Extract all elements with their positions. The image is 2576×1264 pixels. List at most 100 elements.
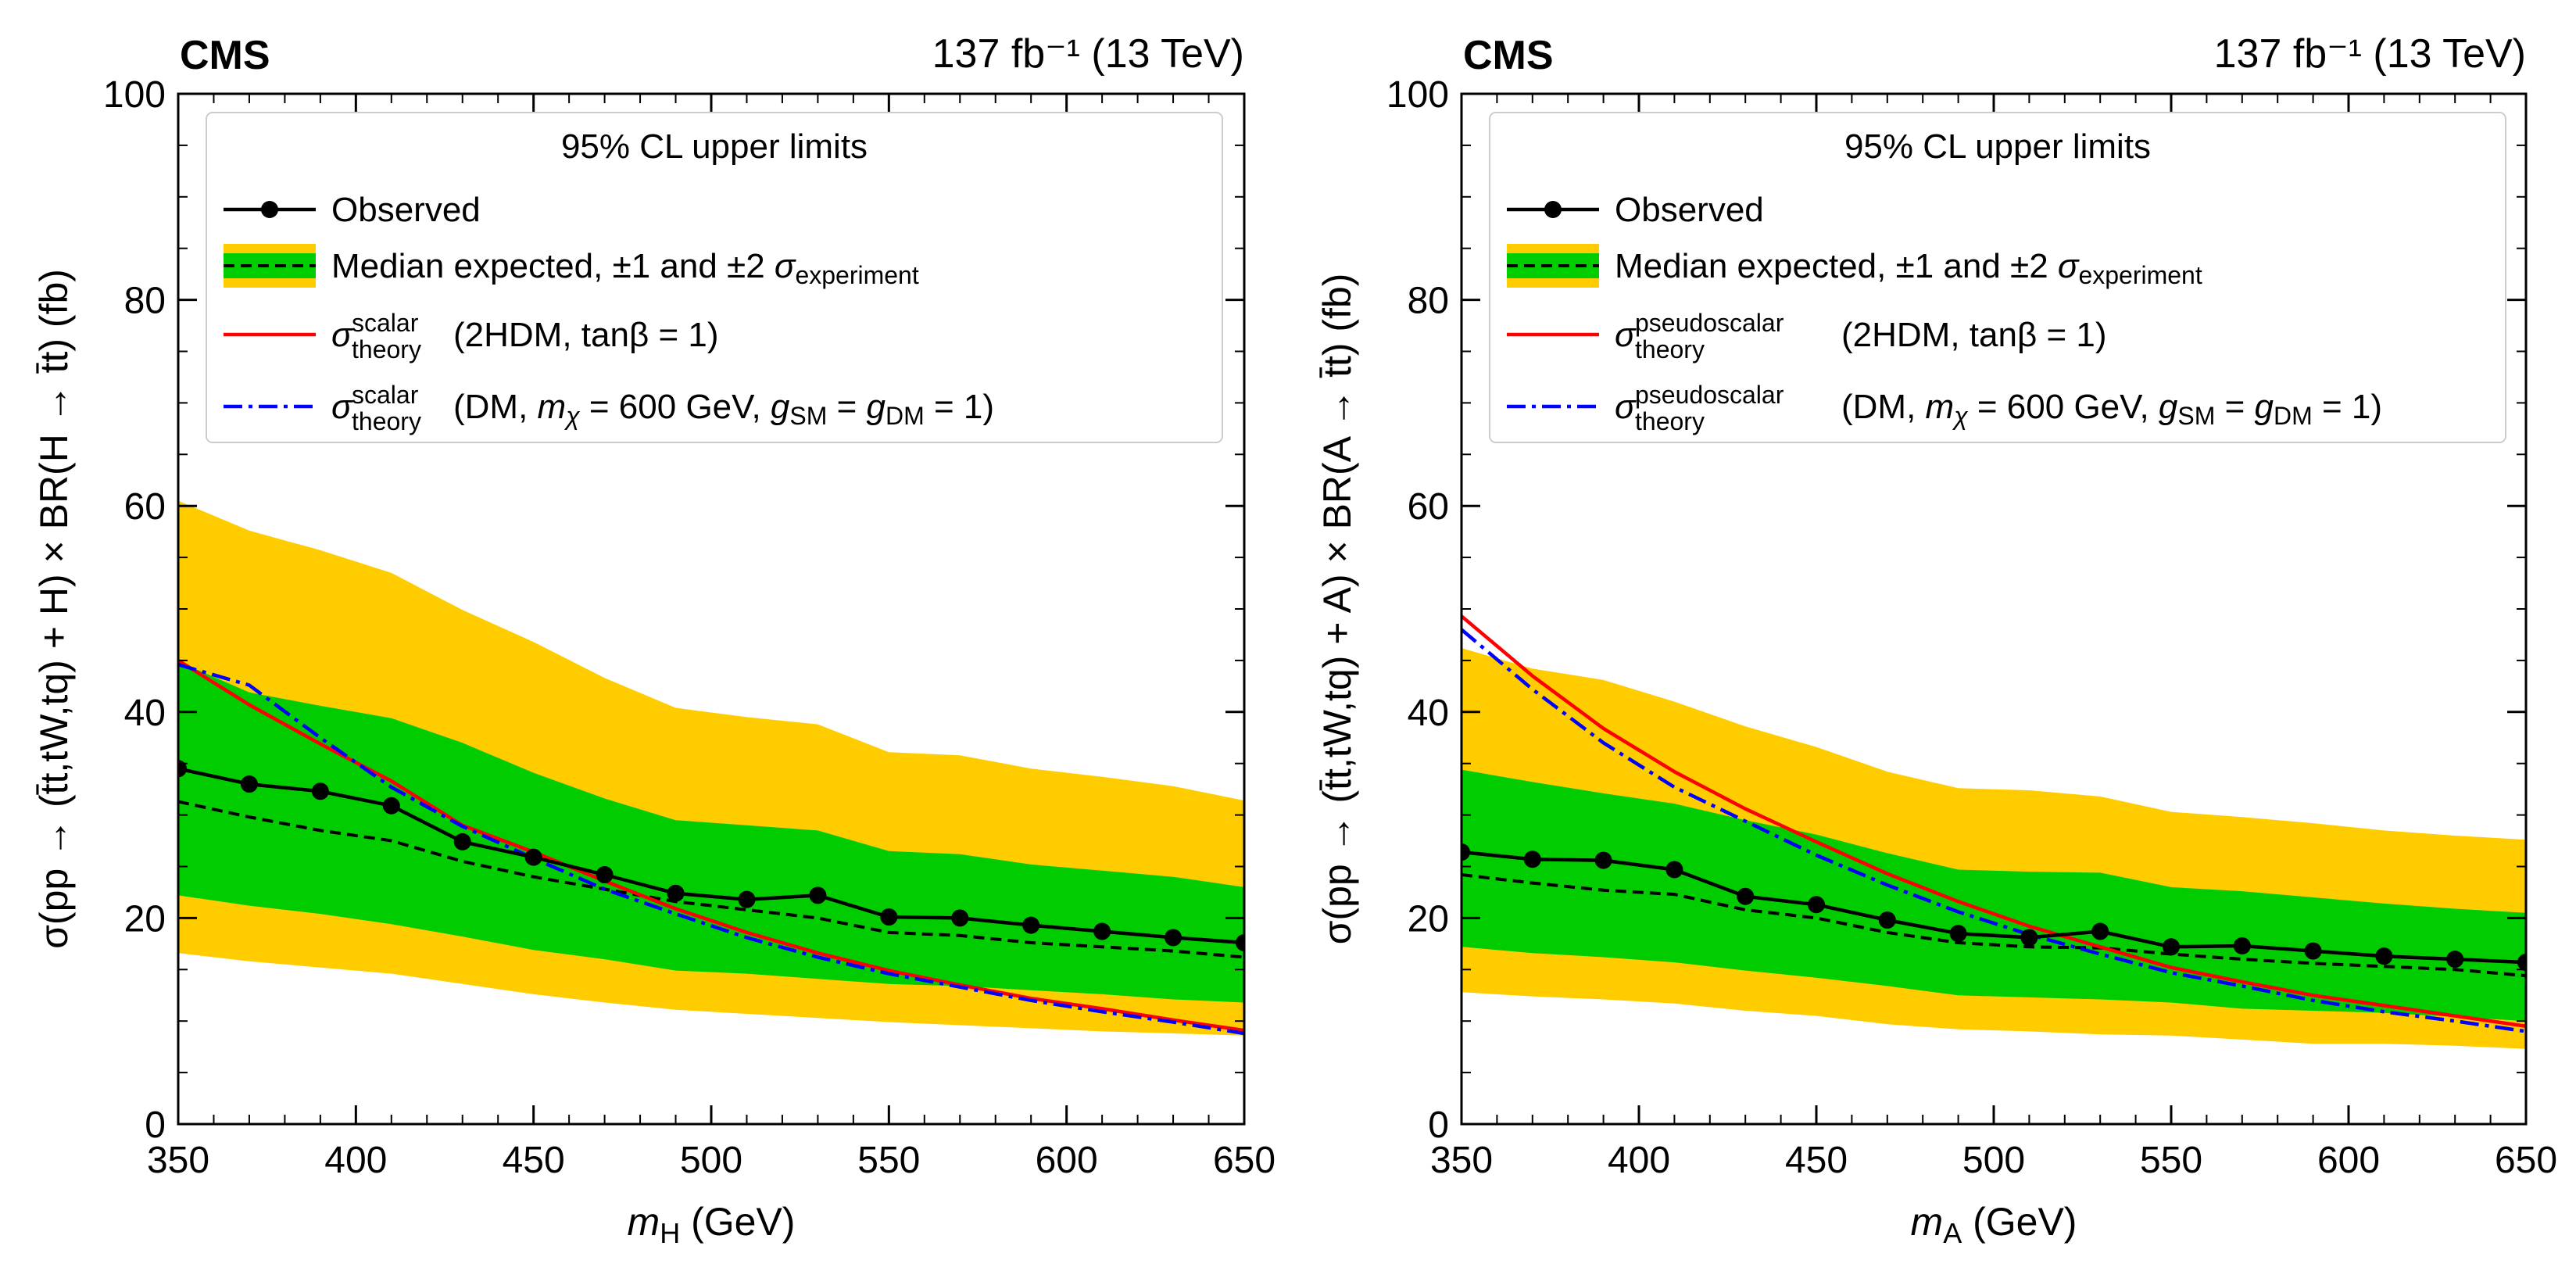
legend-expected-label: Median expected, ±1 and ±2 σexperiment <box>331 247 919 289</box>
observed-line <box>1462 850 2526 965</box>
y-tick-label: 20 <box>124 898 166 940</box>
legend-dm-sigma: σ <box>1615 388 1637 426</box>
legend-dm-sup: scalar <box>352 381 419 409</box>
x-tick-label: 450 <box>1785 1140 1848 1181</box>
x-tick-label: 350 <box>147 1140 209 1181</box>
y-tick-label: 60 <box>1408 486 1449 528</box>
x-tick-label: 500 <box>1962 1140 2025 1181</box>
legend-expected-text: Median expected, ±1 and ±2 <box>331 247 775 285</box>
observed-point <box>667 884 685 902</box>
expected-line <box>1462 873 2526 978</box>
legend-title: 95% CL upper limits <box>561 127 868 166</box>
theory-2hdm-line <box>178 658 1244 1033</box>
x-axis-label-var: m <box>628 1200 660 1244</box>
x-axis-label-unit: (GeV) <box>1962 1200 2077 1244</box>
observed-point <box>1594 851 1612 869</box>
observed-point <box>2375 947 2393 965</box>
legend-dm-mchi-sub: χ <box>1952 402 1968 430</box>
x-tick-label: 650 <box>2495 1140 2557 1181</box>
observed-point <box>1523 850 1541 868</box>
observed-point <box>738 890 756 908</box>
x-tick-label: 450 <box>503 1140 565 1181</box>
legend-2hdm-label: (2HDM, tanβ = 1) <box>1841 316 2107 354</box>
y-tick-label: 80 <box>1408 281 1449 322</box>
legend-dm-sigma: σ <box>331 388 353 426</box>
legend-dm-gdm-sub: DM <box>886 402 925 430</box>
cms-label: CMS <box>1463 33 1554 78</box>
legend-dm-mchi: m <box>1926 388 1955 426</box>
theory-2hdm-line <box>1462 614 2526 1029</box>
observed-point <box>311 782 329 800</box>
theory-dm-line <box>178 663 1244 1036</box>
observed-point <box>1878 911 1896 929</box>
x-tick-label: 400 <box>324 1140 387 1181</box>
legend-title: 95% CL upper limits <box>1844 127 2151 166</box>
band-1sigma <box>1462 769 2526 1022</box>
x-tick-label: 600 <box>1036 1140 1098 1181</box>
x-axis-label-sub: H <box>660 1217 680 1249</box>
x-tick-label: 350 <box>1430 1140 1493 1181</box>
panel-right: 350 400 450 500 550 600 650 0 20 40 60 80 100 CMS 137 … <box>1315 31 2557 1249</box>
y-axis-label: σ(pp → (t̄t,tW,tq) + H) × BR(H → t̄t) (f… <box>32 269 76 949</box>
legend-dm-gdm: g <box>867 388 886 426</box>
legend-expected-label: Median expected, ±1 and ±2 σexperiment <box>1615 247 2202 289</box>
observed-point <box>2446 951 2464 969</box>
observed-point <box>2517 954 2526 972</box>
x-tick-label: 500 <box>680 1140 742 1181</box>
cms-label: CMS <box>180 33 270 78</box>
x-tick-label: 600 <box>2317 1140 2380 1181</box>
legend-2hdm-label: (2HDM, tanβ = 1) <box>453 316 719 354</box>
legend-frame <box>1489 112 2506 443</box>
legend-observed-marker <box>1544 201 1562 218</box>
legend-dm-text: (DM, <box>1841 388 1926 426</box>
legend-dm-gsm-sub: SM <box>789 402 827 430</box>
observed-point <box>1665 861 1683 879</box>
legend-expected-sub: experiment <box>2078 261 2202 289</box>
legend-dm-eq: = <box>2215 388 2254 426</box>
legend-dm-gsm-sub: SM <box>2177 402 2215 430</box>
legend: 95% CL upper limits Observed Median expect… <box>1489 112 2506 443</box>
expected-line <box>178 800 1244 959</box>
x-tick-label: 650 <box>1213 1140 1275 1181</box>
legend-dm-sub: theory <box>352 407 421 435</box>
legend-dm-gsm: g <box>771 388 790 426</box>
y-tick-label: 100 <box>103 74 166 116</box>
legend-2hdm-sigma: σ <box>1615 316 1637 354</box>
legend-dm-mass: = 600 GeV, <box>580 388 771 426</box>
plot-area <box>178 500 1244 1036</box>
legend: 95% CL upper limits Observed Median expect… <box>206 112 1223 443</box>
observed-point <box>1165 929 1182 947</box>
observed-point <box>880 908 898 926</box>
legend-dm-mchi-sub: χ <box>564 402 580 430</box>
observed-point <box>382 797 400 815</box>
observed-point <box>1808 896 1825 914</box>
legend-2hdm-sub: theory <box>352 335 421 363</box>
luminosity-label: 137 fb⁻¹ (13 TeV) <box>932 31 1244 77</box>
observed-point <box>2163 938 2180 956</box>
observed-point <box>1093 922 1111 940</box>
legend-dm-gsm: g <box>2159 388 2178 426</box>
observed-point <box>453 833 471 850</box>
luminosity-label: 137 fb⁻¹ (13 TeV) <box>2214 31 2526 77</box>
legend-expected-sub: experiment <box>795 261 918 289</box>
observed-point <box>596 866 614 884</box>
theory-dm-line <box>1462 628 2526 1033</box>
legend-observed-marker <box>261 201 278 218</box>
observed-point <box>2304 942 2322 960</box>
y-tick-label: 40 <box>124 693 166 734</box>
plot-area <box>1462 614 2526 1049</box>
legend-2hdm-sub: theory <box>1635 335 1705 363</box>
observed-point <box>524 848 542 866</box>
x-tick-label: 550 <box>2140 1140 2202 1181</box>
observed-point <box>2233 936 2251 954</box>
legend-dm-end: = 1) <box>2313 388 2382 426</box>
x-axis-label: mH (GeV) <box>628 1200 796 1249</box>
legend-2hdm-sup: pseudoscalar <box>1635 309 1784 337</box>
legend-dm-mass: = 600 GeV, <box>1968 388 2159 426</box>
y-tick-label: 0 <box>1428 1105 1449 1146</box>
legend-dm-label: (DM, mχ = 600 GeV, gSM = gDM = 1) <box>453 388 994 430</box>
y-tick-label: 20 <box>1408 898 1449 940</box>
observed-line <box>178 767 1244 945</box>
observed-point <box>178 760 187 778</box>
